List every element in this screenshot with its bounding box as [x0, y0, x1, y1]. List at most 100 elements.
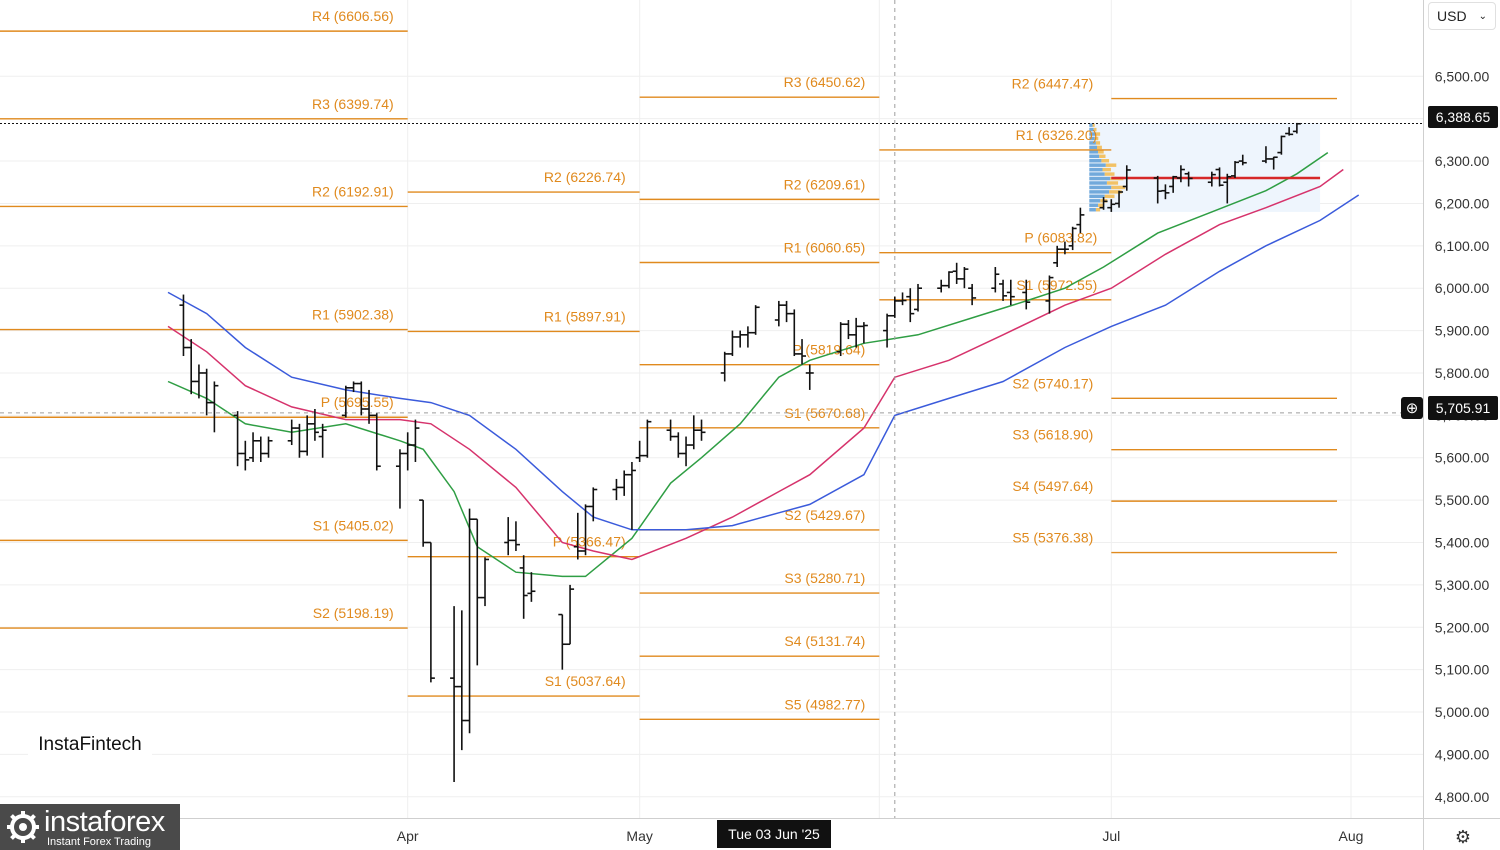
- ohlc-bar: [481, 557, 490, 607]
- volume-profile-bar: [1089, 150, 1099, 154]
- add-level-icon[interactable]: ⊕: [1401, 397, 1423, 419]
- ohlc-bar: [1115, 190, 1124, 208]
- volume-profile-bar: [1089, 159, 1102, 163]
- volume-profile-bar: [1089, 176, 1111, 181]
- ohlc-bar: [194, 364, 203, 399]
- pivot-label: S2 (5198.19): [313, 605, 394, 621]
- ohlc-bar: [511, 521, 520, 551]
- ohlc-bar: [465, 508, 474, 734]
- pivot-label: R1 (6326.20): [1016, 127, 1098, 143]
- ohlc-bar: [341, 385, 350, 418]
- ohlc-bar: [419, 499, 428, 547]
- volume-profile-bar: [1097, 145, 1102, 150]
- time-tick-label: Jul: [1102, 828, 1120, 844]
- ohlc-bar: [1223, 173, 1232, 204]
- moving-average-line: [167, 168, 1344, 561]
- time-tick-label: Apr: [397, 828, 419, 844]
- ohlc-bar: [1099, 197, 1108, 210]
- ohlc-bar: [890, 296, 899, 318]
- pivot-label: P (5366.47): [553, 534, 626, 550]
- ohlc-bar: [210, 381, 219, 433]
- instaforex-logo: instaforex Instant Forex Trading: [0, 804, 180, 850]
- ohlc-bar: [914, 283, 923, 312]
- price-tick-label: 5,800.00: [1435, 365, 1490, 381]
- ohlc-bar: [256, 436, 265, 462]
- ohlc-bar: [1068, 226, 1077, 251]
- brand-watermark: InstaFintech: [28, 720, 152, 770]
- volume-profile-bar: [1098, 203, 1104, 207]
- volume-profile-bar: [1089, 132, 1096, 136]
- price-axis: 4,800.00 4,900.00 5,000.00 5,100.00 5,200.00…: [1435, 68, 1490, 805]
- volume-profile-bar: [1089, 145, 1098, 150]
- volume-profile-bar: [1109, 190, 1122, 194]
- ohlc-bar: [581, 504, 590, 556]
- volume-profile: [1089, 122, 1321, 212]
- ohlc-bar: [403, 432, 412, 471]
- ohlc-bar: [643, 419, 652, 458]
- ohlc-bar: [519, 555, 528, 619]
- ohlc-bar: [504, 517, 513, 556]
- price-tick-label: 5,200.00: [1435, 619, 1490, 635]
- ohlc-bar: [1169, 175, 1178, 193]
- volume-profile-bar: [1092, 123, 1095, 127]
- ohlc-bar: [411, 419, 420, 462]
- ohlc-bar: [1231, 161, 1240, 179]
- ohlc-bar: [233, 411, 242, 467]
- ohlc-bar: [728, 330, 737, 357]
- ohlc-bar: [1238, 154, 1247, 166]
- ohlc-bar: [774, 300, 783, 327]
- ohlc-bar: [999, 279, 1008, 301]
- ohlc-bar: [287, 419, 296, 446]
- ohlc-bars: [179, 122, 1301, 782]
- volume-profile-bar: [1095, 141, 1101, 145]
- time-tick-label: May: [626, 828, 652, 844]
- price-tick-label: 5,400.00: [1435, 535, 1490, 551]
- ohlc-bar: [1269, 156, 1278, 170]
- ohlc-bar: [365, 389, 374, 424]
- price-tick-label: 5,900.00: [1435, 323, 1490, 339]
- ohlc-bar: [1261, 146, 1270, 164]
- ohlc-bar: [743, 326, 752, 348]
- volume-profile-bar: [1089, 127, 1094, 132]
- pivot-label: S2 (5740.17): [1012, 375, 1093, 391]
- ohlc-bar: [1107, 199, 1116, 212]
- volume-profile-bar: [1089, 203, 1099, 207]
- volume-profile-bar: [1089, 172, 1105, 176]
- pivot-label: R1 (5902.38): [312, 307, 394, 323]
- currency-select[interactable]: USD ⌄: [1428, 2, 1496, 30]
- volume-profile-bar: [1095, 132, 1101, 136]
- ohlc-bar: [937, 279, 946, 293]
- ohlc-bar: [264, 436, 273, 458]
- volume-profile-bar: [1094, 136, 1099, 141]
- ohlc-bar: [620, 470, 629, 496]
- ohlc-bar: [1045, 275, 1054, 314]
- price-tick-label: 6,000.00: [1435, 280, 1490, 296]
- pivot-label: R2 (6226.74): [544, 169, 626, 185]
- ohlc-bar: [1184, 171, 1193, 187]
- pivot-label: P (5819.64): [792, 342, 865, 358]
- ohlc-bar: [558, 613, 567, 670]
- pivot-label: R3 (6450.62): [784, 74, 866, 90]
- price-tick-label: 5,000.00: [1435, 704, 1490, 720]
- volume-profile-bar: [1106, 181, 1119, 185]
- pivot-label: R1 (6060.65): [784, 240, 866, 256]
- price-tick-label: 5,600.00: [1435, 450, 1490, 466]
- volume-profile-bar: [1089, 141, 1096, 145]
- price-tick-label: 6,300.00: [1435, 153, 1490, 169]
- volume-profile-bar: [1104, 194, 1115, 199]
- ohlc-bar: [1006, 279, 1015, 306]
- pivot-label: R4 (6606.56): [312, 8, 394, 24]
- gear-icon[interactable]: ⚙: [1454, 826, 1472, 847]
- cursor-date-badge: Tue 03 Jun '25: [717, 820, 831, 848]
- pivot-label: S4 (5131.74): [784, 633, 865, 649]
- ohlc-bar: [798, 339, 807, 365]
- ohlc-bar: [689, 415, 698, 450]
- volume-profile-bar: [1089, 190, 1110, 194]
- ohlc-bar: [736, 330, 745, 348]
- ohlc-bar: [1292, 122, 1301, 134]
- volume-profile-bar: [1089, 199, 1101, 203]
- volume-profile-bar: [1089, 185, 1112, 190]
- volume-profile-area: [1089, 122, 1321, 212]
